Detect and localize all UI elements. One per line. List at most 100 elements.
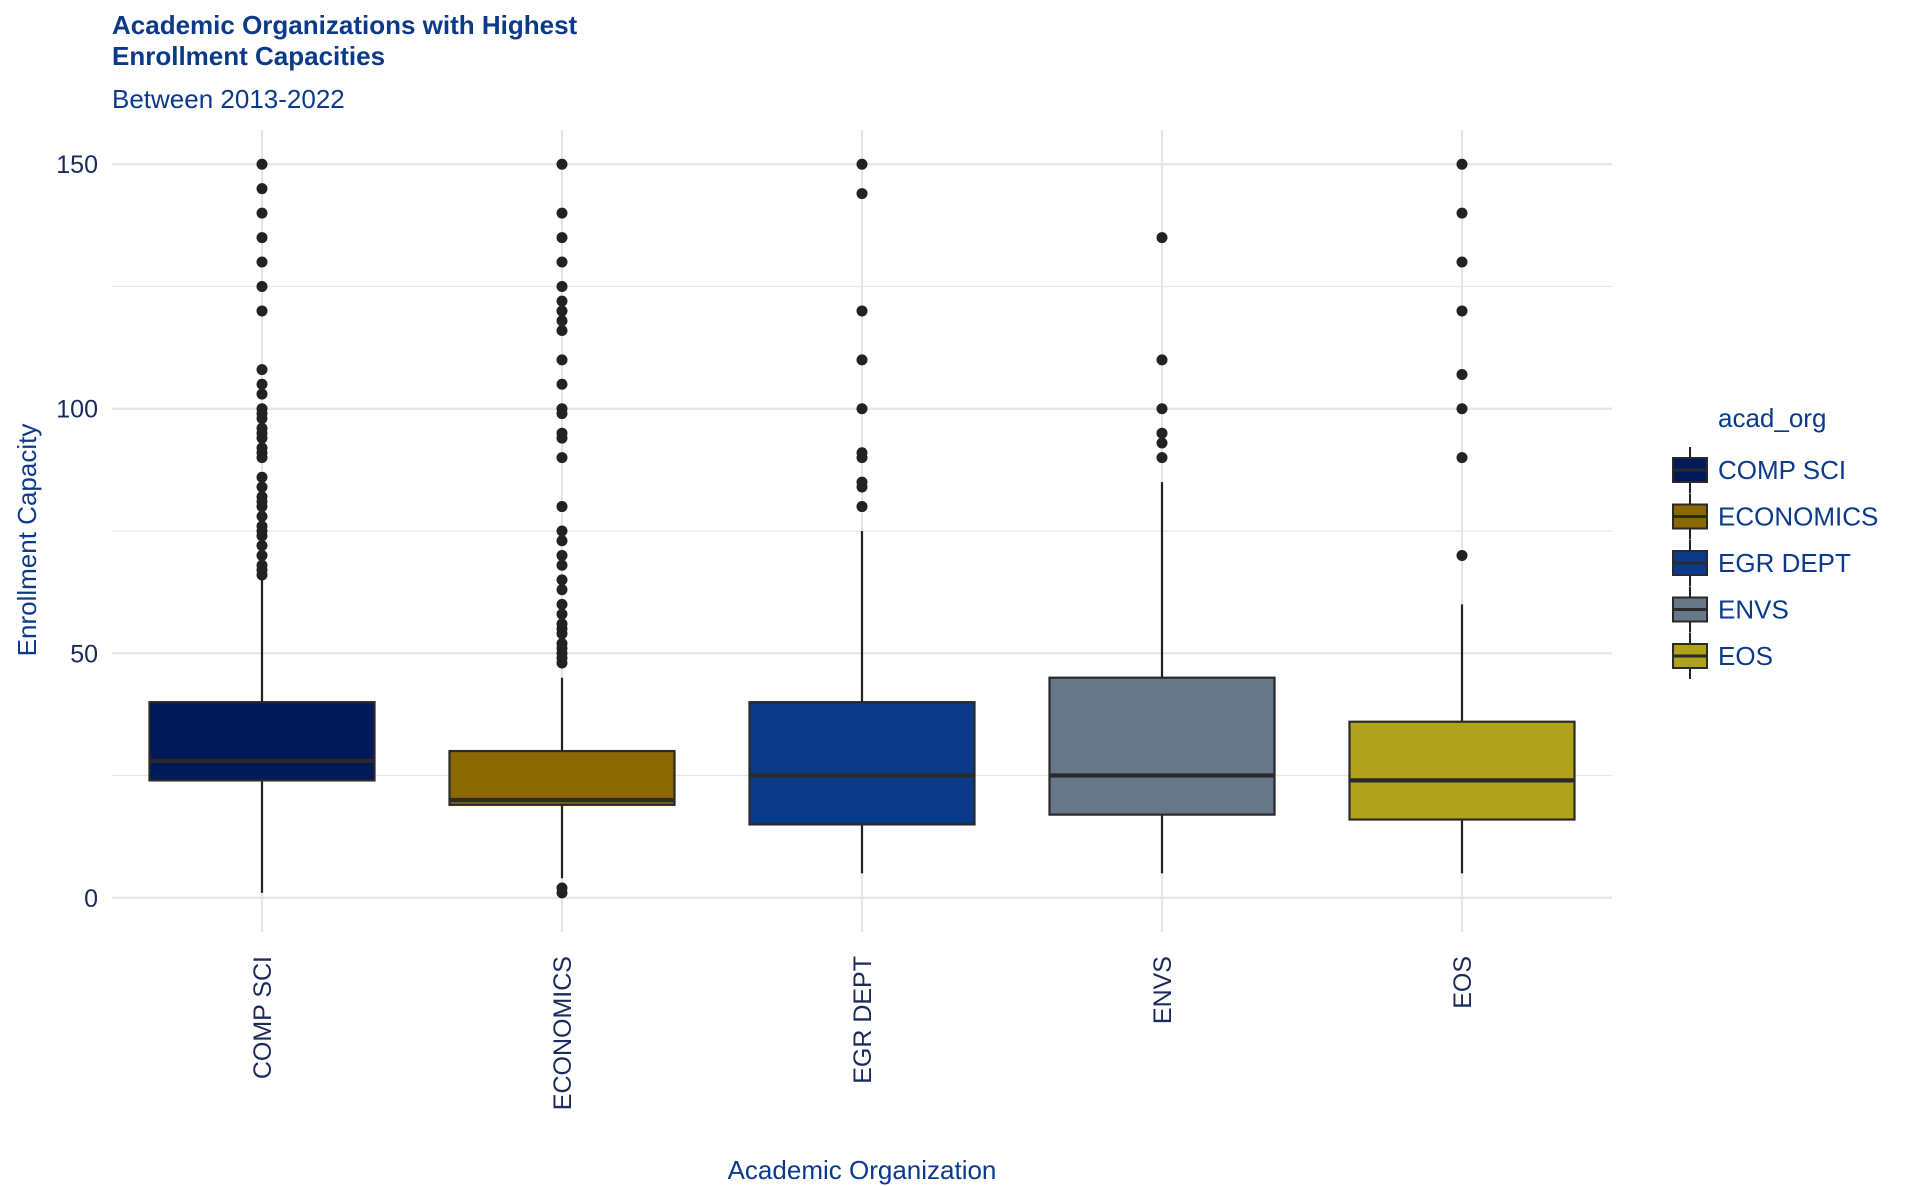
outlier-point [856, 188, 868, 200]
box-iqr [148, 701, 376, 782]
legend-item-eos: EOS [1672, 633, 1773, 679]
outlier-point [256, 378, 268, 390]
outlier-point [256, 422, 268, 434]
outlier-point [556, 584, 568, 596]
y-tick-label-100: 100 [56, 396, 98, 424]
outlier-point [556, 354, 568, 366]
box-comp-sci [148, 158, 376, 893]
outlier-point [556, 574, 568, 586]
x-tick-label-4: EOS [1449, 956, 1477, 1009]
legend: acad_org COMP SCI ECONOMICS EGR DEPT ENVS EO… [1672, 403, 1878, 679]
outlier-point [556, 378, 568, 390]
outlier-point [556, 315, 568, 327]
outlier-point [256, 158, 268, 170]
legend-item-egr-dept: EGR DEPT [1672, 540, 1851, 586]
y-tick-label-0: 0 [84, 885, 98, 913]
y-axis-ticks: 0 50 100 150 [56, 151, 98, 913]
outlier-point [1156, 403, 1168, 415]
outlier-point [556, 882, 568, 894]
outlier-point [256, 207, 268, 219]
outlier-point [556, 598, 568, 610]
x-axis-title: Academic Organization [728, 1155, 997, 1185]
outlier-point [556, 256, 568, 268]
outlier-point [256, 183, 268, 195]
outlier-point [256, 520, 268, 532]
legend-item-envs: ENVS [1672, 586, 1789, 633]
box-iqr [748, 701, 976, 826]
outlier-point [256, 510, 268, 522]
x-tick-label-3: ENVS [1149, 956, 1177, 1024]
outlier-point [556, 535, 568, 547]
outlier-point [1456, 452, 1468, 464]
outlier-point [556, 207, 568, 219]
outlier-point [856, 305, 868, 317]
outlier-point [256, 403, 268, 415]
outlier-point [856, 447, 868, 459]
outlier-point [556, 549, 568, 561]
outlier-point [1156, 437, 1168, 449]
chart-subtitle: Between 2013-2022 [112, 84, 345, 114]
outlier-point [556, 637, 568, 649]
outlier-point [256, 491, 268, 503]
outlier-point [1156, 452, 1168, 464]
legend-item-economics: ECONOMICS [1672, 493, 1878, 540]
x-tick-label-1: ECONOMICS [549, 956, 577, 1110]
outlier-point [556, 325, 568, 336]
outlier-point [556, 403, 568, 415]
outlier-point [1156, 427, 1168, 439]
outlier-point [556, 608, 568, 620]
y-axis-title: Enrollment Capacity [12, 424, 42, 657]
outlier-point [556, 501, 568, 513]
box-envs [1048, 232, 1276, 874]
outlier-point [256, 280, 268, 292]
y-tick-label-150: 150 [56, 151, 98, 179]
box-iqr [1348, 720, 1576, 821]
outlier-point [1456, 256, 1468, 268]
x-tick-label-2: EGR DEPT [849, 956, 877, 1084]
outlier-point [256, 540, 268, 552]
legend-label: EOS [1718, 641, 1773, 671]
outlier-point [256, 559, 268, 571]
chart-title: Academic Organizations with Highest Enro… [112, 10, 578, 71]
outlier-point [256, 305, 268, 317]
legend-label: EGR DEPT [1718, 548, 1851, 578]
outlier-point [256, 481, 268, 493]
outlier-point [556, 525, 568, 537]
outlier-point [556, 305, 568, 317]
outlier-point [256, 232, 268, 244]
outlier-point [556, 427, 568, 439]
outlier-point [256, 442, 268, 454]
box-iqr [448, 749, 676, 806]
outlier-point [256, 364, 268, 376]
outlier-point [1456, 403, 1468, 415]
legend-title: acad_org [1718, 403, 1826, 433]
outlier-point [256, 388, 268, 400]
outlier-point [256, 549, 268, 561]
outlier-point [556, 295, 568, 307]
outlier-point [856, 158, 868, 170]
outlier-point [856, 403, 868, 415]
x-axis-ticks: COMP SCI ECONOMICS EGR DEPT ENVS EOS [249, 956, 1477, 1110]
legend-item-comp-sci: COMP SCI [1672, 447, 1846, 493]
box-iqr [1048, 676, 1276, 816]
outlier-point [556, 452, 568, 464]
outlier-point [556, 280, 568, 292]
outlier-point [1456, 305, 1468, 317]
outlier-point [556, 559, 568, 571]
outlier-point [256, 471, 268, 483]
box-economics [448, 158, 676, 899]
outlier-point [856, 501, 868, 513]
outlier-point [1456, 549, 1468, 561]
x-tick-label-0: COMP SCI [249, 956, 277, 1079]
outlier-point [856, 354, 868, 366]
outlier-point [1156, 232, 1168, 244]
outlier-point [1456, 158, 1468, 170]
outlier-point [556, 618, 568, 630]
outlier-point [556, 158, 568, 170]
box-layer [148, 158, 1576, 899]
box-egr-dept [748, 158, 976, 874]
y-tick-label-50: 50 [70, 640, 98, 668]
outlier-point [256, 256, 268, 268]
legend-label: ECONOMICS [1718, 502, 1878, 532]
